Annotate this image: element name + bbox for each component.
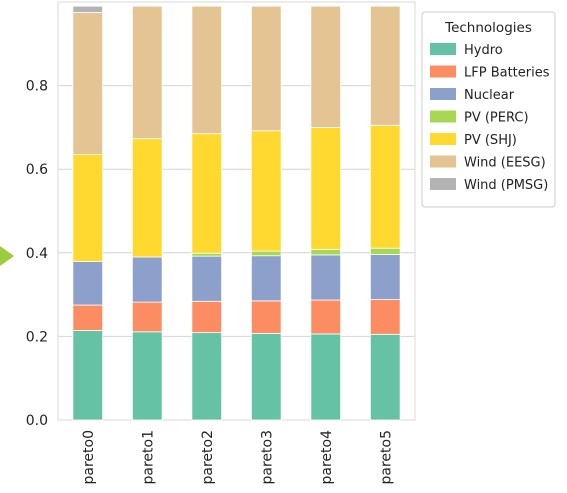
bar-segment xyxy=(131,256,163,303)
y-tick-label: 0.8 xyxy=(26,79,48,95)
legend-swatch xyxy=(430,133,456,145)
x-tick-label: pareto4 xyxy=(319,430,335,485)
legend-swatch xyxy=(430,178,456,190)
bar-segment xyxy=(72,12,104,155)
bar-segment xyxy=(310,249,342,256)
bar-segment xyxy=(310,5,342,128)
y-tick-label: 0.6 xyxy=(26,162,48,178)
bar-segment xyxy=(250,5,282,132)
legend-label: Wind (PMSG) xyxy=(464,178,548,193)
bar-segment xyxy=(131,301,163,333)
bar-segment xyxy=(191,332,223,421)
bar-segment xyxy=(310,333,342,421)
bar-segment xyxy=(131,5,163,140)
legend-label: PV (PERC) xyxy=(464,111,529,126)
y-axis: 0.0 0.2 0.4 0.6 0.8 xyxy=(26,79,48,429)
legend-label: Nuclear xyxy=(464,88,515,103)
legend-swatch xyxy=(430,155,456,168)
bar-segment xyxy=(250,300,282,334)
legend-title: Technologies xyxy=(444,20,532,36)
bar-segment xyxy=(72,5,104,13)
bar-segment xyxy=(250,255,282,302)
bar-segment xyxy=(369,124,401,249)
bar-segment xyxy=(250,130,282,252)
bar-segment xyxy=(72,154,104,262)
bar-segment xyxy=(191,252,223,257)
bar-segment xyxy=(191,5,223,135)
x-tick-label: pareto5 xyxy=(378,430,394,485)
bar-segment xyxy=(250,333,282,421)
bar-segment xyxy=(369,333,401,421)
x-tick-label: pareto0 xyxy=(81,430,97,485)
y-tick-label: 0.0 xyxy=(26,413,48,429)
legend-label: Hydro xyxy=(464,43,503,58)
x-tick-label: pareto2 xyxy=(200,430,216,485)
bar-segment xyxy=(72,330,104,421)
bar-segment xyxy=(369,247,401,255)
bar-segment xyxy=(191,133,223,254)
legend-swatch xyxy=(430,110,456,123)
legend-swatch xyxy=(430,65,456,78)
bar-segment xyxy=(310,127,342,250)
x-tick-label: pareto3 xyxy=(259,430,275,485)
bar-segment xyxy=(369,299,401,335)
bars xyxy=(72,5,401,421)
bar-segment xyxy=(191,255,223,302)
bar-segment xyxy=(310,299,342,335)
plot-area xyxy=(57,1,416,421)
gridlines xyxy=(58,85,415,421)
bar-segment xyxy=(72,304,104,331)
bar-segment xyxy=(191,300,223,334)
bar-segment xyxy=(72,261,104,306)
x-axis: pareto0 pareto1 pareto2 pareto3 pareto4 paret… xyxy=(81,430,395,485)
y-tick-label: 0.2 xyxy=(26,329,48,345)
x-tick-label: pareto1 xyxy=(140,430,156,485)
bar-segment xyxy=(369,5,401,126)
bar-segment xyxy=(369,254,401,301)
play-arrow-icon xyxy=(0,246,14,266)
bar-segment xyxy=(250,250,282,257)
bar-segment xyxy=(310,254,342,301)
legend-label: PV (SHJ) xyxy=(464,133,517,148)
legend-swatch xyxy=(430,88,456,100)
legend-label: Wind (EESG) xyxy=(464,156,546,171)
bar-segment xyxy=(131,138,163,258)
legend: Technologies Hydro LFP Batteries Nuclear PV… xyxy=(421,11,556,208)
y-tick-label: 0.4 xyxy=(26,246,48,262)
bar-segment xyxy=(131,331,163,421)
legend-label: LFP Batteries xyxy=(464,66,550,81)
legend-swatch xyxy=(430,43,456,55)
